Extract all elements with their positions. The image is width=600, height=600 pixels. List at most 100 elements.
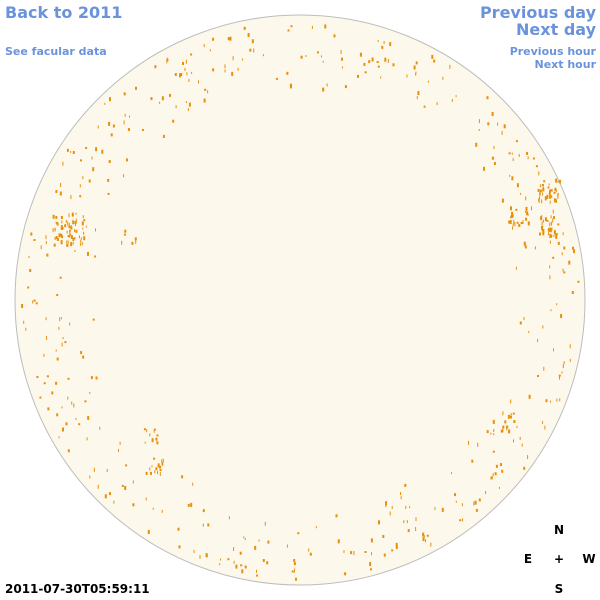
facula	[66, 148, 69, 152]
facula	[542, 187, 545, 192]
facula	[430, 542, 432, 547]
facula	[527, 221, 530, 226]
facula	[549, 234, 552, 238]
facula	[188, 102, 191, 107]
facula	[68, 225, 71, 229]
facula	[539, 192, 541, 196]
facula	[493, 433, 495, 436]
facula	[121, 240, 123, 245]
facula	[145, 471, 148, 475]
facula	[53, 243, 56, 247]
facula	[78, 423, 81, 426]
facula	[295, 577, 297, 581]
facular-link[interactable]: See facular data	[5, 45, 107, 58]
previous-day-link[interactable]: Previous day	[479, 3, 596, 22]
facula	[144, 441, 146, 444]
facula	[493, 429, 495, 432]
facula	[546, 219, 549, 222]
facula	[123, 92, 126, 96]
facula	[177, 527, 180, 531]
facula	[286, 71, 289, 75]
facula	[153, 457, 156, 460]
facula	[512, 223, 514, 227]
facula	[538, 198, 540, 202]
facula	[124, 486, 127, 490]
previous-hour-link[interactable]: Previous hour	[509, 45, 596, 58]
facula	[493, 146, 495, 150]
facula	[157, 471, 158, 475]
facula	[556, 233, 558, 236]
facula	[70, 235, 73, 239]
facula	[543, 366, 545, 371]
facula	[294, 568, 295, 573]
facula	[340, 49, 342, 54]
facula	[40, 245, 42, 250]
facula	[219, 563, 221, 566]
facula	[518, 224, 521, 227]
facula	[61, 406, 63, 409]
facula	[368, 60, 371, 64]
facula	[181, 475, 184, 479]
facula	[508, 429, 511, 434]
facula	[45, 317, 47, 321]
facula	[126, 158, 128, 162]
facula	[383, 41, 385, 44]
facula	[370, 568, 372, 571]
facula	[406, 74, 408, 78]
facula	[39, 396, 42, 399]
facula	[232, 56, 234, 61]
facula	[150, 97, 153, 101]
facula	[68, 223, 70, 225]
facula	[509, 220, 512, 224]
back-link[interactable]: Back to 2011	[5, 3, 123, 22]
facula	[540, 184, 542, 188]
facula	[86, 437, 88, 441]
facula	[54, 227, 56, 231]
facula	[235, 564, 238, 569]
facula	[415, 71, 417, 75]
facula	[516, 183, 519, 188]
facula	[162, 462, 164, 467]
facula	[290, 83, 292, 88]
facula	[61, 342, 63, 347]
facula	[255, 574, 258, 577]
facula	[58, 436, 60, 439]
facula	[162, 134, 165, 138]
facula	[533, 157, 535, 160]
facula	[577, 280, 580, 283]
facula	[383, 553, 386, 557]
facula	[542, 184, 544, 188]
next-hour-link[interactable]: Next hour	[534, 58, 597, 71]
facula	[99, 426, 101, 430]
facula	[513, 219, 515, 224]
facula	[70, 195, 72, 200]
facula	[563, 246, 566, 250]
facula	[82, 176, 84, 180]
facula	[423, 105, 426, 108]
facula	[43, 382, 46, 385]
facula	[56, 222, 59, 226]
facula	[528, 394, 531, 399]
facula	[524, 210, 526, 213]
facula	[174, 73, 177, 76]
facula	[416, 96, 418, 100]
facula	[186, 72, 188, 76]
facula	[56, 413, 59, 417]
facula	[344, 85, 347, 89]
facula	[79, 195, 82, 198]
facula	[80, 237, 82, 240]
next-day-link[interactable]: Next day	[516, 20, 596, 39]
facula	[65, 422, 68, 426]
facula	[490, 476, 493, 480]
facula	[462, 518, 464, 522]
facula	[512, 158, 514, 162]
facula	[561, 252, 563, 256]
facula	[123, 233, 126, 236]
facula	[537, 189, 540, 192]
facula	[30, 232, 33, 236]
facula	[562, 232, 564, 236]
facula	[492, 450, 495, 453]
facula	[526, 152, 529, 155]
facula	[478, 119, 480, 124]
